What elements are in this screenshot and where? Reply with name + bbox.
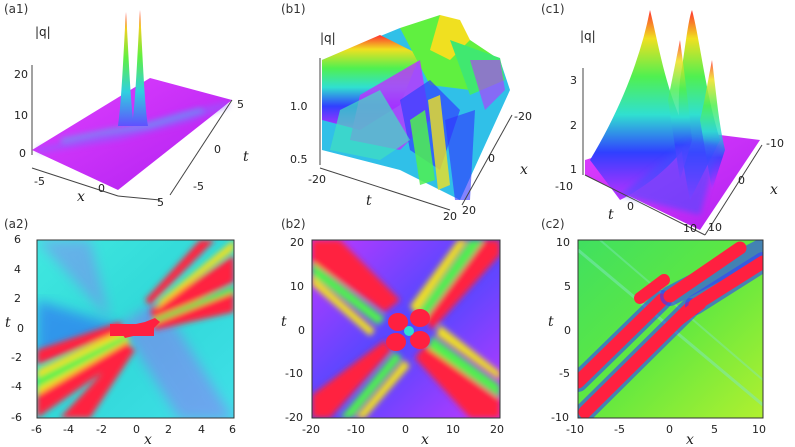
ytick-b2-10: 10 bbox=[290, 280, 304, 293]
xtick-c1-0: 0 bbox=[738, 174, 745, 187]
ytick-c2-10: 10 bbox=[556, 236, 570, 249]
ttick-c1-10: 10 bbox=[683, 222, 697, 235]
xtick-a2-2: 2 bbox=[165, 423, 172, 436]
peak-a1-2 bbox=[132, 10, 148, 126]
xtick-b2-20: 20 bbox=[490, 423, 504, 436]
xlabel-b1: x bbox=[520, 162, 528, 178]
ttick-b1-20: 20 bbox=[443, 210, 457, 223]
panel-b1: (b1) |q| 1.0 0.5 -20 20 t -20 0 20 x bbox=[281, 2, 532, 223]
density-a2 bbox=[37, 240, 234, 418]
xtick-a2-m6: -6 bbox=[31, 423, 42, 436]
ztick-c1-2: 2 bbox=[570, 119, 577, 132]
ytick-b2-20: 20 bbox=[290, 236, 304, 249]
ytick-a2-4: 4 bbox=[14, 263, 21, 276]
xtick-a2-m4: -4 bbox=[63, 423, 74, 436]
xtick-b1-20: 20 bbox=[462, 204, 476, 217]
ytick-b2-0: 0 bbox=[298, 324, 305, 337]
xtick-b2-0: 0 bbox=[402, 423, 409, 436]
xtick-b1-m20: -20 bbox=[514, 110, 532, 123]
density-b2 bbox=[312, 240, 500, 418]
xlabel-a1: x bbox=[77, 189, 85, 205]
panel-label-b2: (b2) bbox=[281, 217, 306, 231]
tlabel-b2: t bbox=[281, 314, 287, 330]
panel-a1: (a1) |q| 20 10 0 -5 0 5 x 5 0 -5 t bbox=[4, 2, 249, 209]
xtick-c2-10: 10 bbox=[752, 423, 766, 436]
zlabel-b1: |q| bbox=[320, 31, 336, 45]
ytick-a2-0: 0 bbox=[17, 322, 24, 335]
xtick-a2-0: 0 bbox=[133, 423, 140, 436]
xlabel-b2: x bbox=[421, 432, 429, 447]
ztick-c1-3: 3 bbox=[570, 74, 577, 87]
ttick-b1-m20: -20 bbox=[308, 173, 326, 186]
xtick-a2-m2: -2 bbox=[96, 423, 107, 436]
ytick-a2-6: 6 bbox=[14, 233, 21, 246]
xtick-c1-10: 10 bbox=[708, 221, 722, 234]
ytick-a2-m6: -6 bbox=[11, 411, 22, 424]
tlabel-b1: t bbox=[366, 193, 372, 209]
ttick-c1-0: 0 bbox=[627, 200, 634, 213]
density-c2 bbox=[578, 240, 763, 418]
panel-c1: (c1) |q| 3 2 1 -10 0 10 t -10 0 10 x bbox=[541, 2, 784, 236]
ytick-a2-m2: -2 bbox=[11, 351, 22, 364]
ytick-c2-5: 5 bbox=[564, 280, 571, 293]
tlabel-a2: t bbox=[5, 315, 11, 331]
xtick-c2-0: 0 bbox=[666, 423, 673, 436]
xtick-c1-m10: -10 bbox=[766, 137, 784, 150]
tlabel-c2: t bbox=[548, 314, 554, 330]
ztick-a1-20: 20 bbox=[14, 68, 28, 81]
panel-label-a1: (a1) bbox=[4, 2, 28, 16]
xtick-c2-5: 5 bbox=[711, 423, 718, 436]
panel-label-a2: (a2) bbox=[4, 217, 28, 231]
xlabel-c1: x bbox=[770, 182, 778, 198]
xtick-a1-5: 5 bbox=[157, 196, 164, 209]
xtick-b2-m20: -20 bbox=[302, 423, 320, 436]
panel-label-c2: (c2) bbox=[541, 217, 565, 231]
xtick-a1-0: 0 bbox=[98, 182, 105, 195]
ytick-c2-m5: -5 bbox=[559, 367, 570, 380]
ttick-a1-m5: -5 bbox=[193, 180, 204, 193]
ytick-a2-m4: -4 bbox=[11, 380, 22, 393]
zlabel-a1: |q| bbox=[35, 25, 51, 39]
tlabel-a1: t bbox=[243, 149, 249, 165]
ytick-b2-m10: -10 bbox=[285, 367, 303, 380]
ytick-c2-m10: -10 bbox=[551, 411, 569, 424]
ytick-b2-m20: -20 bbox=[285, 411, 303, 424]
xtick-a2-6: 6 bbox=[229, 423, 236, 436]
ttick-a1-0: 0 bbox=[214, 143, 221, 156]
ytick-c2-0: 0 bbox=[564, 324, 571, 337]
zlabel-c1: |q| bbox=[580, 29, 596, 43]
xlabel-a2: x bbox=[144, 432, 152, 447]
tlabel-c1: t bbox=[608, 207, 614, 223]
panel-label-b1: (b1) bbox=[281, 2, 306, 16]
xlabel-c2: x bbox=[686, 432, 694, 447]
panel-label-c1: (c1) bbox=[541, 2, 565, 16]
ztick-a1-0: 0 bbox=[19, 147, 26, 160]
ztick-a1-10: 10 bbox=[14, 109, 28, 122]
xtick-b2-10: 10 bbox=[446, 423, 460, 436]
panel-a2: (a2) 6 4 2 bbox=[4, 217, 236, 447]
panel-c2: (c2) 10 5 0 -5 -10 t bbox=[541, 217, 766, 447]
xtick-c2-m10: -10 bbox=[566, 423, 584, 436]
ytick-a2-2: 2 bbox=[14, 292, 21, 305]
xtick-c2-m5: -5 bbox=[614, 423, 625, 436]
xtick-b1-0: 0 bbox=[488, 152, 495, 165]
xtick-a1-m5: -5 bbox=[34, 175, 45, 188]
ttick-a1-5: 5 bbox=[237, 98, 244, 111]
ztick-b1-1: 1.0 bbox=[290, 100, 308, 113]
ttick-c1-m10: -10 bbox=[555, 180, 573, 193]
panel-b2: (b2) bbox=[281, 217, 504, 447]
xtick-a2-4: 4 bbox=[198, 423, 205, 436]
ztick-c1-1: 1 bbox=[570, 163, 577, 176]
xtick-b2-m10: -10 bbox=[347, 423, 365, 436]
ztick-b1-05: 0.5 bbox=[290, 153, 308, 166]
peak-a1-1 bbox=[118, 12, 134, 126]
